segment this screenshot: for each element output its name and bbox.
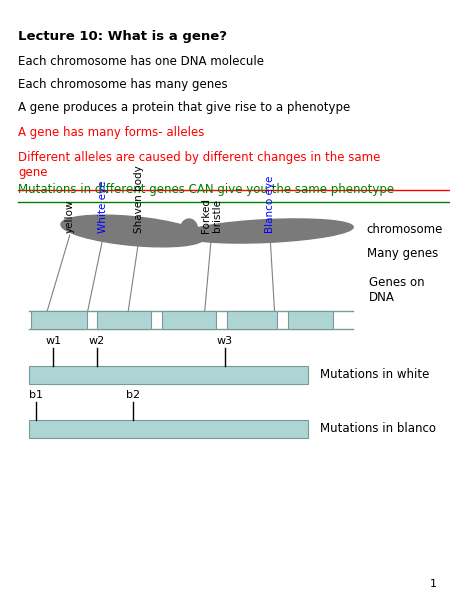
Text: Mutations in blanco: Mutations in blanco bbox=[320, 422, 436, 436]
Ellipse shape bbox=[61, 215, 205, 247]
Text: Mutations in different genes CAN give you the same phenotype: Mutations in different genes CAN give yo… bbox=[18, 183, 394, 196]
Text: Shaven body: Shaven body bbox=[135, 166, 144, 233]
FancyBboxPatch shape bbox=[29, 366, 308, 384]
FancyBboxPatch shape bbox=[288, 311, 333, 329]
Text: Genes on
DNA: Genes on DNA bbox=[369, 277, 425, 304]
Text: w2: w2 bbox=[89, 336, 105, 346]
FancyBboxPatch shape bbox=[31, 311, 87, 329]
Text: w1: w1 bbox=[45, 336, 61, 346]
Ellipse shape bbox=[182, 219, 353, 243]
Text: Forked
bristle: Forked bristle bbox=[201, 199, 222, 233]
Text: A gene produces a protein that give rise to a phenotype: A gene produces a protein that give rise… bbox=[18, 101, 350, 114]
Text: Each chromosome has one DNA molecule: Each chromosome has one DNA molecule bbox=[18, 55, 264, 68]
Text: b1: b1 bbox=[29, 390, 43, 400]
Text: Mutations in white: Mutations in white bbox=[320, 368, 429, 382]
FancyBboxPatch shape bbox=[97, 311, 151, 329]
Text: Blanco eye: Blanco eye bbox=[265, 176, 275, 233]
Text: 1: 1 bbox=[429, 579, 436, 589]
FancyBboxPatch shape bbox=[162, 311, 216, 329]
FancyBboxPatch shape bbox=[227, 311, 277, 329]
Text: yellow: yellow bbox=[65, 200, 75, 233]
Text: chromosome: chromosome bbox=[367, 223, 443, 236]
Text: Different alleles are caused by different changes in the same
gene: Different alleles are caused by differen… bbox=[18, 151, 380, 179]
Text: Many genes: Many genes bbox=[367, 247, 438, 260]
FancyBboxPatch shape bbox=[29, 420, 308, 438]
Text: Each chromosome has many genes: Each chromosome has many genes bbox=[18, 78, 228, 91]
Text: b2: b2 bbox=[126, 390, 140, 400]
Text: White eye: White eye bbox=[99, 181, 108, 233]
Text: w3: w3 bbox=[217, 336, 233, 346]
Text: A gene has many forms- alleles: A gene has many forms- alleles bbox=[18, 126, 204, 139]
Text: Lecture 10: What is a gene?: Lecture 10: What is a gene? bbox=[18, 30, 227, 43]
Ellipse shape bbox=[180, 219, 198, 243]
